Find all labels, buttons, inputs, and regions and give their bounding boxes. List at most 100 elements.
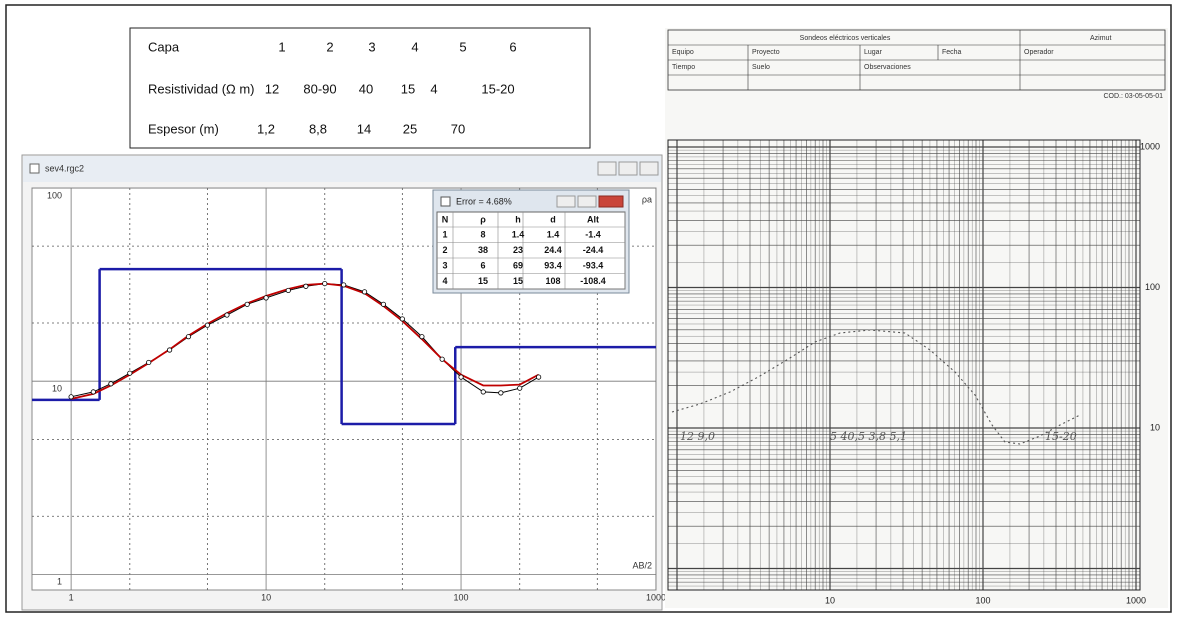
form-code: COD.: 03-05-05-01	[1103, 93, 1163, 100]
y-tick-label: 100	[47, 190, 62, 200]
field-point	[459, 375, 463, 379]
form-field: Fecha	[942, 49, 962, 56]
x-tick-label: 1	[69, 592, 74, 602]
row-label: Capa	[148, 39, 180, 54]
column-header: h	[515, 214, 521, 224]
form-field: Azimut	[1090, 35, 1111, 42]
table-cell: 40	[359, 81, 373, 96]
dialog-minimize[interactable]	[557, 196, 575, 207]
table-cell: 80-90	[303, 81, 336, 96]
form-field: Lugar	[864, 49, 883, 56]
table-cell: 4	[430, 81, 437, 96]
window-title: sev4.rgc2	[45, 163, 84, 173]
field-point	[381, 302, 385, 306]
x-axis-label: AB/2	[632, 560, 652, 570]
x-tick-label: 100	[454, 592, 469, 602]
field-point	[323, 281, 327, 285]
form-field: Tiempo	[672, 64, 695, 71]
field-point	[420, 334, 424, 338]
table-cell: 1,2	[257, 121, 275, 136]
handwritten-note: 12 9,0	[680, 430, 715, 443]
table-cell: 23	[513, 245, 523, 255]
table-cell: 4	[411, 39, 418, 54]
table-cell: 25	[403, 121, 417, 136]
table-cell: 38	[478, 245, 488, 255]
table-cell: 69	[513, 260, 523, 270]
paper-y-label: 10	[1150, 422, 1160, 432]
field-point	[440, 357, 444, 361]
window-titlebar	[23, 156, 661, 182]
form-field: Observaciones	[864, 64, 911, 71]
field-point	[341, 283, 345, 287]
x-tick-label: 1000	[646, 592, 666, 602]
table-cell: 108	[545, 276, 560, 286]
field-point	[91, 390, 95, 394]
handwritten-note: 5 40,5 3,8 5,1	[830, 430, 907, 443]
table-cell: 70	[451, 121, 465, 136]
field-point	[264, 296, 268, 300]
table-cell: 93.4	[544, 260, 562, 270]
table-cell: 8,8	[309, 121, 327, 136]
page: Capa123456Resistividad (Ω m)1280-9040154…	[0, 0, 1177, 618]
field-point	[518, 386, 522, 390]
field-point	[186, 334, 190, 338]
paper-x-label: 100	[975, 595, 990, 605]
table-cell: 8	[480, 229, 485, 239]
column-header: ρ	[480, 214, 486, 224]
table-cell: -24.4	[583, 245, 604, 255]
field-point	[400, 317, 404, 321]
table-cell: 2	[326, 39, 333, 54]
dialog-maximize[interactable]	[578, 196, 596, 207]
field-point	[225, 313, 229, 317]
column-header: Alt	[587, 214, 599, 224]
x-tick-label: 10	[261, 592, 271, 602]
field-point	[362, 290, 366, 294]
table-cell: 1.4	[547, 229, 560, 239]
table-cell: 3	[442, 260, 447, 270]
field-point	[536, 375, 540, 379]
paper-y-label: 100	[1145, 282, 1160, 292]
paper-x-label: 1000	[1126, 595, 1146, 605]
table-cell: 12	[265, 81, 279, 96]
table-cell: 5	[459, 39, 466, 54]
table-cell: 15	[478, 276, 488, 286]
paper-x-label: 10	[825, 595, 835, 605]
field-point	[245, 302, 249, 306]
field-point	[167, 348, 171, 352]
field-point	[205, 323, 209, 327]
table-cell: 1.4	[512, 229, 525, 239]
paper-y-label: 1000	[1140, 141, 1160, 151]
table-cell: 3	[368, 39, 375, 54]
form-field: Equipo	[672, 49, 694, 56]
field-point	[304, 284, 308, 288]
table-cell: -93.4	[583, 260, 604, 270]
handwritten-note: 15-20	[1045, 430, 1077, 443]
field-point	[69, 395, 73, 399]
close-button[interactable]	[640, 162, 658, 175]
column-header: d	[550, 214, 556, 224]
y-tick-label: 10	[52, 384, 62, 394]
maximize-button[interactable]	[619, 162, 637, 175]
table-cell: 1	[442, 229, 447, 239]
field-point	[109, 382, 113, 386]
column-header: N	[442, 214, 449, 224]
form-field: Proyecto	[752, 49, 780, 56]
table-cell: 24.4	[544, 245, 562, 255]
form-field: Suelo	[752, 64, 770, 71]
dialog-icon	[441, 197, 450, 206]
table-cell: 2	[442, 245, 447, 255]
field-point	[481, 390, 485, 394]
dialog-close[interactable]	[599, 196, 623, 207]
form-field: Operador	[1024, 49, 1054, 56]
table-cell: 1	[278, 39, 285, 54]
paper-scan	[665, 28, 1168, 608]
field-point	[499, 391, 503, 395]
field-point	[128, 371, 132, 375]
window-icon	[30, 164, 39, 173]
table-cell: 14	[357, 121, 371, 136]
minimize-button[interactable]	[598, 162, 616, 175]
dialog-title: Error = 4.68%	[456, 196, 512, 206]
table-cell: -108.4	[580, 276, 606, 286]
table-cell: 15	[401, 81, 415, 96]
